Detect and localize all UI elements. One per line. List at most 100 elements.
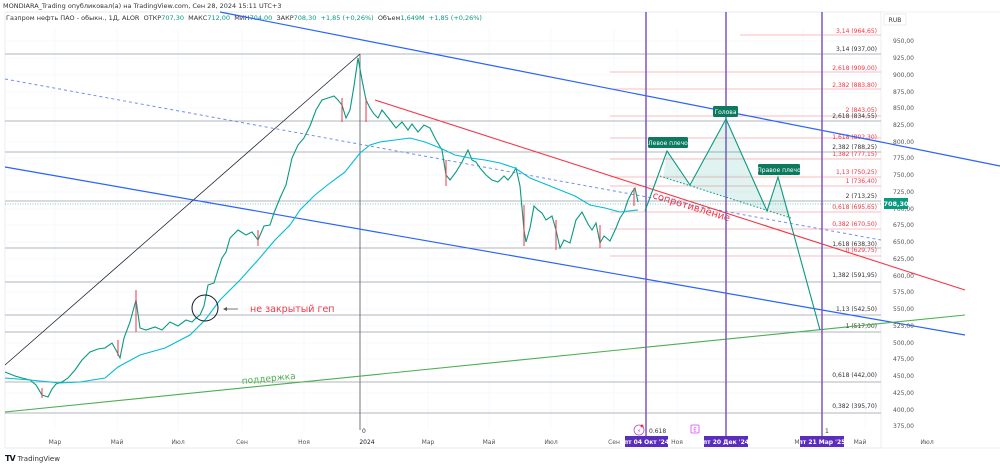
fib-red-lines bbox=[610, 34, 881, 257]
svg-text:0.618: 0.618 bbox=[649, 428, 666, 435]
channel-lower bbox=[4, 166, 966, 336]
time-marker-labels: пт 04 Окт '24 пт 20 Дек '24 пт 21 Мар '2… bbox=[624, 436, 845, 447]
footer: TV TradingView bbox=[5, 454, 60, 463]
svg-text:Июл: Июл bbox=[920, 439, 934, 446]
svg-text:пт 21 Мар '25: пт 21 Мар '25 bbox=[799, 439, 846, 446]
svg-text:425,00: 425,00 bbox=[893, 390, 914, 397]
svg-text:950,00: 950,00 bbox=[893, 38, 914, 45]
x-axis: Мар Май Июл Сен Ноя 2024 Мар Май Июл Сен Ноя М М… bbox=[49, 439, 934, 446]
svg-text:0,618 (695,65): 0,618 (695,65) bbox=[832, 204, 877, 211]
svg-text:1,618 (802,30): 1,618 (802,30) bbox=[832, 134, 877, 141]
hs-labels: Левое плечо Голова Правое плечо bbox=[648, 106, 801, 175]
svg-text:1,382 (777,15): 1,382 (777,15) bbox=[832, 151, 877, 158]
svg-text:2 (843,05): 2 (843,05) bbox=[846, 107, 877, 114]
svg-text:1,382 (591,95): 1,382 (591,95) bbox=[832, 272, 877, 279]
svg-text:⚡: ⚡ bbox=[637, 428, 641, 435]
svg-text:575,00: 575,00 bbox=[893, 289, 914, 296]
high-label: МАКС bbox=[188, 14, 208, 22]
svg-text:825,00: 825,00 bbox=[893, 122, 914, 129]
y-axis: 950,00 925,00 900,00 875,00 850,00 825,00 80… bbox=[893, 38, 914, 430]
svg-text:875,00: 875,00 bbox=[893, 89, 914, 96]
svg-text:2024: 2024 bbox=[359, 439, 374, 446]
svg-text:1,13 (750,25): 1,13 (750,25) bbox=[836, 169, 877, 176]
svg-text:2,382 (883,80): 2,382 (883,80) bbox=[832, 82, 877, 89]
svg-text:800,00: 800,00 bbox=[893, 139, 914, 146]
svg-text:400,00: 400,00 bbox=[893, 407, 914, 414]
svg-text:Голова: Голова bbox=[714, 109, 736, 116]
svg-text:Мар: Мар bbox=[49, 439, 62, 446]
currency-label: RUB bbox=[889, 17, 902, 24]
svg-text:1: 1 bbox=[825, 428, 829, 435]
volume-label: Объем bbox=[377, 14, 401, 22]
price-series bbox=[4, 57, 639, 398]
brand-name: TradingView bbox=[17, 454, 60, 463]
svg-text:Правое плечо: Правое плечо bbox=[757, 167, 801, 174]
lightning-icon bbox=[633, 424, 645, 436]
svg-text:Май: Май bbox=[854, 439, 867, 446]
svg-text:650,00: 650,00 bbox=[893, 239, 914, 246]
svg-text:1 (517,00): 1 (517,00) bbox=[846, 323, 877, 330]
svg-text:1 (736,40): 1 (736,40) bbox=[846, 178, 877, 185]
svg-text:Май: Май bbox=[111, 439, 124, 446]
svg-text:Левое плечо: Левое плечо bbox=[648, 140, 688, 147]
svg-text:2,618 (834,55): 2,618 (834,55) bbox=[832, 113, 877, 120]
svg-text:550,00: 550,00 bbox=[893, 306, 914, 313]
close-label: ЗАКР bbox=[276, 14, 294, 22]
volume-value: 1,649M bbox=[400, 14, 425, 22]
svg-text:450,00: 450,00 bbox=[893, 373, 914, 380]
fib-gray-lines bbox=[5, 53, 881, 414]
svg-text:пт 04 Окт '24: пт 04 Окт '24 bbox=[624, 439, 669, 446]
earnings-icon bbox=[690, 424, 700, 434]
time-markers bbox=[645, 12, 823, 438]
tradingview-logo-icon[interactable]: TV bbox=[5, 454, 16, 463]
change-value: +1,85 (+0,26%) bbox=[320, 14, 374, 22]
last-price-badge bbox=[884, 198, 908, 209]
svg-text:625,00: 625,00 bbox=[893, 256, 914, 263]
svg-text:0: 0 bbox=[362, 428, 366, 435]
head-shoulders-pattern bbox=[644, 117, 821, 331]
svg-text:Сен: Сен bbox=[608, 439, 620, 446]
high-value: 712,00 bbox=[207, 14, 231, 22]
svg-text:3,14 (937,00): 3,14 (937,00) bbox=[836, 46, 877, 53]
svg-text:М: М bbox=[794, 439, 799, 446]
channel-upper bbox=[219, 11, 882, 143]
open-value: 707,30 bbox=[161, 14, 184, 22]
fib-labels: 3,14 (964,65) 3,14 (937,00) 2,618 (909,0… bbox=[832, 28, 877, 410]
symbol-name[interactable]: Газпром нефть ПАО - обыкн., 1Д, ALOR bbox=[6, 14, 140, 22]
svg-text:700,00: 700,00 bbox=[893, 206, 914, 213]
svg-text:1,13 (542,50): 1,13 (542,50) bbox=[836, 306, 877, 313]
svg-text:Ноя: Ноя bbox=[298, 439, 310, 446]
volume-change: +1,85 bbox=[428, 14, 449, 22]
publication-info: MONDIARA_Trading опубликовал(а) на Tradi… bbox=[3, 2, 282, 10]
svg-text:850,00: 850,00 bbox=[893, 105, 914, 112]
svg-text:Май: Май bbox=[483, 439, 496, 446]
trend-line-black bbox=[4, 53, 361, 366]
close-value: 708,30 bbox=[293, 14, 317, 22]
symbol-legend: Газпром нефть ПАО - обыкн., 1Д, ALOR ОТК… bbox=[6, 14, 482, 22]
grid-horizontal bbox=[5, 40, 881, 411]
svg-text:Июл: Июл bbox=[544, 439, 558, 446]
svg-text:675,00: 675,00 bbox=[893, 222, 914, 229]
svg-text:2,618 (909,00): 2,618 (909,00) bbox=[832, 65, 877, 72]
svg-text:375,00: 375,00 bbox=[893, 423, 914, 430]
volume-change-pct: (+0,26%) bbox=[450, 14, 482, 22]
candles-red bbox=[41, 98, 635, 398]
svg-text:3,14 (964,65): 3,14 (964,65) bbox=[836, 28, 877, 35]
svg-text:2 (713,25): 2 (713,25) bbox=[846, 193, 877, 200]
svg-text:0 (629,75): 0 (629,75) bbox=[846, 247, 877, 254]
svg-text:525,00: 525,00 bbox=[893, 323, 914, 330]
low-label: МИН bbox=[234, 14, 250, 22]
svg-text:600,00: 600,00 bbox=[893, 273, 914, 280]
svg-text:708,30: 708,30 bbox=[883, 200, 909, 208]
svg-text:Июл: Июл bbox=[171, 439, 185, 446]
svg-text:пт 20 Дек '24: пт 20 Дек '24 bbox=[703, 439, 749, 446]
svg-text:0,618 (442,00): 0,618 (442,00) bbox=[832, 372, 877, 379]
svg-text:775,00: 775,00 bbox=[893, 155, 914, 162]
svg-text:750,00: 750,00 bbox=[893, 172, 914, 179]
open-label: ОТКР bbox=[143, 14, 162, 22]
low-value: 704,00 bbox=[249, 14, 273, 22]
support-label: поддержка bbox=[241, 372, 296, 387]
gap-circle bbox=[191, 294, 219, 322]
svg-text:500,00: 500,00 bbox=[893, 340, 914, 347]
